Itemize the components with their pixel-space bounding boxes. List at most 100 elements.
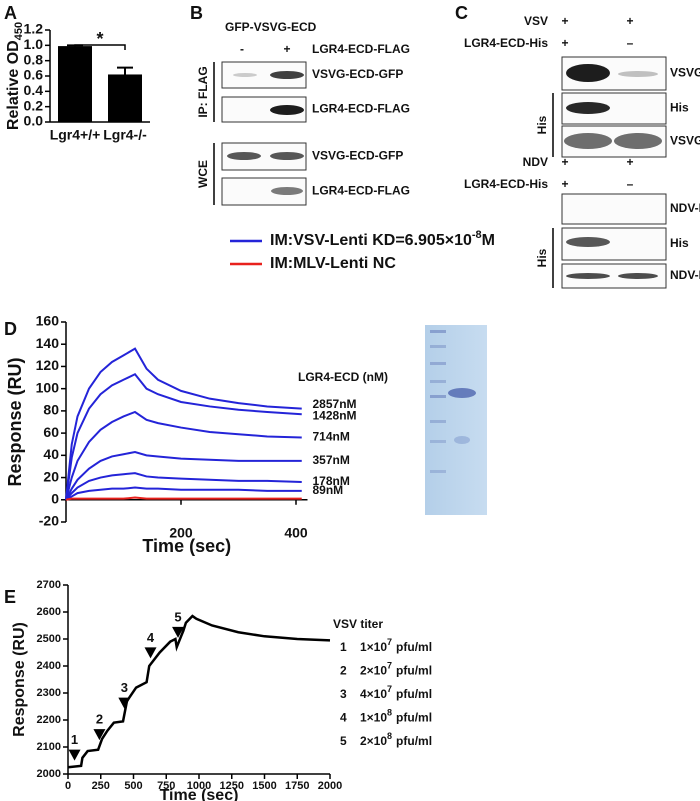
panel-label: E [4, 587, 16, 607]
legend-index: 4 [340, 711, 347, 725]
y-tick-label: 0.8 [24, 51, 44, 67]
row-label: LGR4-ECD-FLAG [312, 184, 410, 198]
legend-label: 1×107 pfu/ml [360, 637, 432, 654]
blot-band [566, 64, 610, 82]
blot-band [618, 273, 658, 279]
injection-arrow [93, 729, 106, 741]
legend-index: 1 [340, 640, 347, 654]
data-line [65, 472, 302, 501]
x-axis-label: Time (sec) [160, 787, 239, 801]
blot-title: GFP-VSVG-ECD [225, 20, 317, 34]
injection-arrow [68, 749, 81, 761]
y-tick-label: 2400 [37, 660, 61, 672]
row-label: VSVG [670, 134, 700, 148]
blot-band [270, 71, 304, 79]
x-tick-label: 2000 [318, 780, 342, 792]
y-tick-label: 2500 [37, 633, 61, 645]
y-tick-label: 140 [36, 335, 60, 351]
legend-text: 2×10 [360, 664, 387, 678]
row-label: His [670, 236, 689, 250]
blot-frame [561, 193, 667, 225]
legend-title: VSV titer [333, 617, 383, 631]
y-tick-label: 100 [36, 379, 60, 395]
injection-arrow [144, 647, 157, 659]
gel-band [430, 440, 446, 443]
series-label: 2857nM [313, 397, 357, 411]
legend-label: 1×108 pfu/ml [360, 708, 432, 725]
condition-label: LGR4-ECD-His [464, 36, 548, 50]
series-label: 178nM [313, 474, 350, 488]
y-tick-label: 1.0 [24, 36, 44, 52]
legend-unit: pfu/ml [396, 734, 432, 748]
y-tick-label: 160 [36, 313, 60, 329]
x-tick-label: 750 [157, 780, 175, 792]
x-tick-label: 1500 [252, 780, 276, 792]
annotation: LGR4-ECD (nM) [298, 370, 388, 384]
blot-band [618, 71, 658, 77]
lane-label: - [240, 42, 244, 56]
legend-label: 2×108 pfu/ml [360, 731, 432, 748]
row-label: NDV-F [670, 268, 700, 282]
series-label: 714nM [313, 430, 350, 444]
lane-label: – [627, 36, 634, 50]
legend-text: 1×10 [360, 711, 387, 725]
lane-label: + [626, 155, 633, 169]
row-label: VSVG-ECD-GFP [312, 67, 403, 81]
legend-unit: pfu/ml [396, 664, 432, 678]
legend-sup: -8 [472, 229, 482, 241]
y-tick-label: 0.0 [24, 113, 44, 129]
legend-label: IM:MLV-Lenti NC [270, 255, 396, 272]
y-axis-label: Relative OD450 [5, 22, 25, 130]
group-label: His [535, 248, 549, 267]
gel-band [430, 395, 446, 398]
lane-label: + [561, 177, 568, 191]
group-label: IP: FLAG [196, 66, 210, 117]
blot-band [566, 273, 610, 279]
x-tick-label: 0 [65, 780, 71, 792]
blot-band [564, 133, 612, 149]
injection-arrow [172, 626, 185, 638]
legend-label: 4×107 pfu/ml [360, 684, 432, 701]
error-bar [117, 66, 133, 75]
y-tick-label: -20 [39, 513, 59, 529]
injection-arrow [118, 697, 131, 709]
legend-sup: 8 [387, 708, 392, 718]
blot-frame [221, 61, 307, 89]
injection-label: 5 [174, 609, 181, 624]
blot-band [271, 187, 303, 195]
legend-label: IM:VSV-Lenti KD=6.905×10-8M [270, 229, 495, 249]
y-tick-label: 60 [43, 424, 59, 440]
y-tick-label: 0.4 [24, 82, 44, 98]
series-label: 357nM [313, 453, 350, 467]
gel-band [430, 470, 446, 473]
y-tick-label: 2000 [37, 768, 61, 780]
x-tick-label: 250 [92, 780, 110, 792]
y-tick-label: 0.6 [24, 67, 44, 83]
injection-label: 2 [96, 712, 103, 727]
panel-label: B [190, 3, 203, 23]
legend-text: IM:MLV-Lenti NC [270, 255, 396, 272]
y-axis-label-text: Relative OD [5, 40, 22, 130]
legend-text: 2×10 [360, 734, 387, 748]
blot-band [566, 237, 610, 247]
data-line [65, 450, 302, 501]
y-axis-label: Response (RU) [5, 357, 25, 486]
legend-index: 3 [340, 687, 347, 701]
legend-label: 2×107 pfu/ml [360, 661, 432, 678]
panel-label: A [4, 3, 17, 23]
y-tick-label: 2600 [37, 606, 61, 618]
x-tick-label: 500 [124, 780, 142, 792]
x-tick-label: Lgr4+/+ [50, 127, 101, 143]
y-tick-label: 80 [43, 402, 59, 418]
injection-label: 1 [71, 732, 78, 747]
x-tick-label: 1000 [187, 780, 211, 792]
gel-band [430, 362, 446, 365]
lane-row-label: LGR4-ECD-FLAG [312, 42, 410, 56]
row-label: His [670, 101, 689, 115]
data-line [65, 486, 302, 501]
gel-band [430, 345, 446, 348]
blot-band [614, 133, 662, 149]
legend-sup: 7 [387, 637, 392, 647]
legend-suffix: M [482, 232, 495, 249]
legend-text: 1×10 [360, 640, 387, 654]
